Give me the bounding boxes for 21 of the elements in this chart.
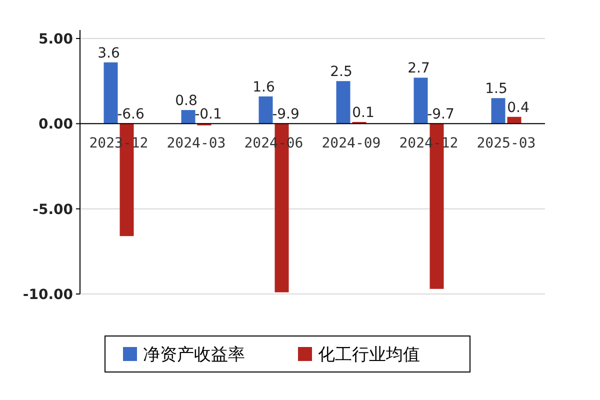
- data-label: -9.9: [272, 106, 300, 123]
- data-label: 0.1: [352, 104, 374, 121]
- data-label: -0.1: [194, 106, 222, 123]
- x-tick-label: 2024-09: [322, 136, 381, 152]
- data-label: 1.6: [252, 79, 275, 96]
- x-tick-label: 2025-03: [476, 136, 536, 152]
- data-label: 2.7: [408, 60, 430, 77]
- y-tick-label: 0.00: [38, 116, 74, 133]
- data-label: 0.8: [175, 93, 198, 110]
- x-tick-label: 2024-03: [166, 136, 226, 152]
- data-label: -9.7: [427, 106, 454, 123]
- data-label: 0.4: [507, 100, 530, 116]
- legend-label: 净资产收益率: [143, 345, 245, 364]
- y-tick-label: -10.00: [22, 287, 74, 303]
- y-tick-label: -5.00: [32, 202, 74, 218]
- data-label: 3.6: [98, 45, 120, 62]
- data-label: 1.5: [485, 81, 508, 98]
- y-tick-label: 5.00: [38, 32, 74, 48]
- data-label: 2.5: [330, 64, 352, 80]
- legend-label: 化工行业均值: [318, 345, 420, 364]
- data-label: -6.6: [117, 106, 144, 123]
